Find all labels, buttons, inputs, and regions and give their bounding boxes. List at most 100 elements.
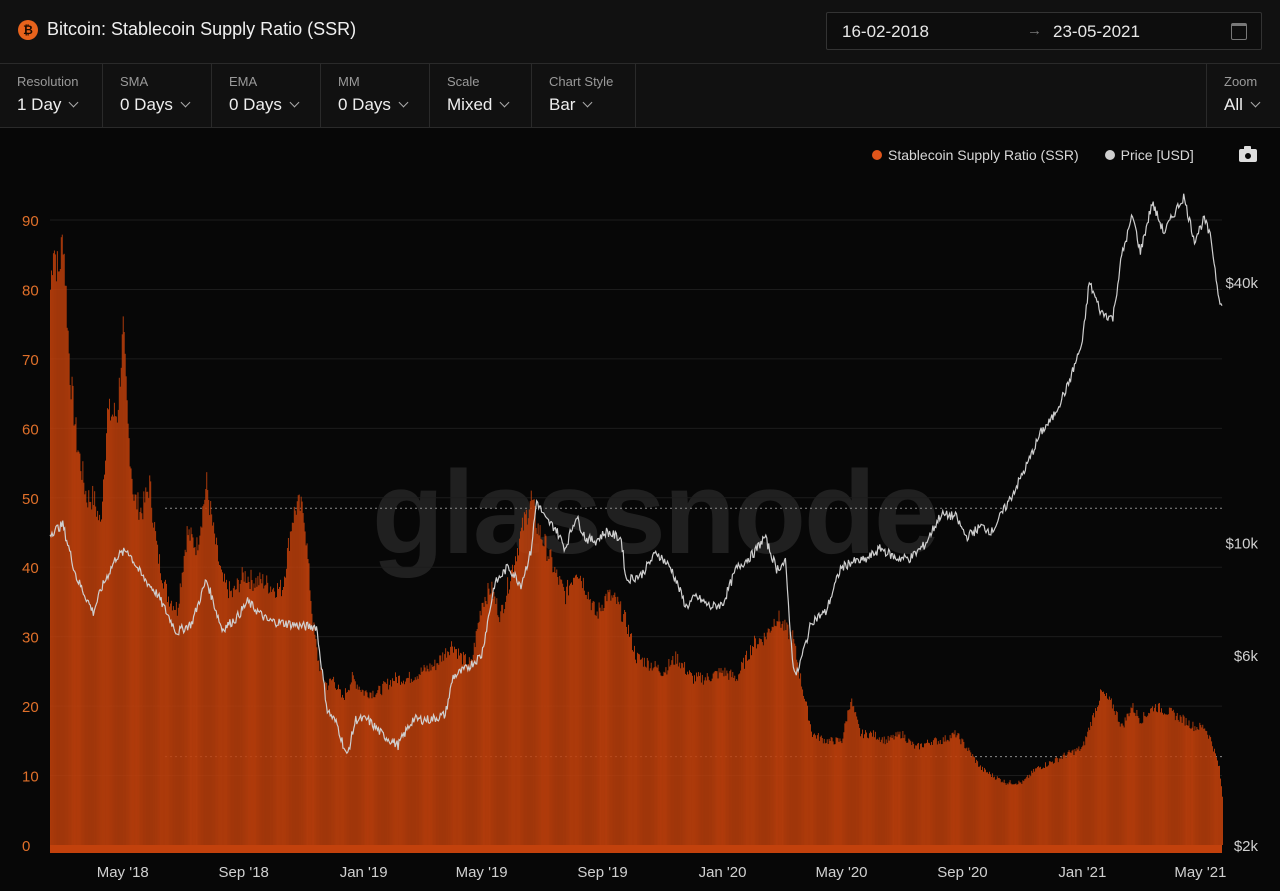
ssr-bar: [502, 604, 504, 845]
ssr-bar: [558, 584, 560, 845]
date-from-input[interactable]: 16-02-2018: [842, 22, 929, 41]
ssr-bar: [216, 537, 218, 845]
ssr-bar: [1101, 690, 1102, 845]
resolution-dropdown[interactable]: Resolution 1 Day: [0, 64, 103, 127]
ssr-bar: [937, 741, 939, 845]
ssr-bar: [389, 684, 391, 845]
ssr-bar: [355, 688, 357, 845]
ssr-bar: [1027, 775, 1029, 845]
ssr-bar: [122, 316, 124, 845]
ssr-bar: [862, 729, 864, 845]
ssr-bar: [1000, 782, 1002, 845]
ssr-bar: [716, 671, 718, 845]
ssr-bar: [80, 471, 82, 845]
camera-icon[interactable]: [1239, 146, 1257, 162]
ssr-bar: [497, 615, 499, 845]
ssr-bar: [795, 645, 797, 845]
chart-style-dropdown[interactable]: Chart Style Bar: [532, 64, 636, 127]
ssr-bar: [646, 657, 648, 845]
scale-dropdown[interactable]: Scale Mixed: [430, 64, 532, 127]
ssr-bar: [598, 602, 600, 845]
ssr-bar: [399, 675, 400, 845]
resolution-value: 1 Day: [17, 95, 79, 115]
date-to-input[interactable]: 23-05-2021: [1053, 22, 1140, 41]
ssr-bar: [85, 490, 87, 845]
ssr-bar: [1135, 715, 1137, 845]
ssr-bar: [161, 580, 162, 845]
ssr-bar: [354, 681, 356, 845]
ema-dropdown[interactable]: EMA 0 Days: [212, 64, 321, 127]
ssr-bar: [1109, 699, 1111, 845]
ssr-bar: [693, 683, 694, 845]
ssr-bar: [793, 638, 795, 845]
ssr-bar: [708, 679, 710, 845]
ssr-bar: [386, 683, 388, 845]
ssr-bar: [500, 611, 502, 845]
ssr-bar: [826, 739, 828, 845]
ssr-bar: [729, 671, 731, 845]
ssr-bar: [69, 385, 71, 845]
ssr-bar: [1103, 691, 1104, 845]
ssr-bar: [519, 538, 520, 845]
ssr-bar: [129, 466, 131, 845]
ssr-bar: [894, 736, 896, 845]
ssr-bar: [1196, 726, 1198, 845]
ssr-bar: [878, 737, 880, 845]
mm-dropdown[interactable]: MM 0 Days: [321, 64, 430, 127]
calendar-icon[interactable]: [1231, 23, 1247, 40]
ssr-bar: [188, 529, 190, 845]
ssr-bar: [861, 733, 863, 845]
zoom-dropdown[interactable]: Zoom All: [1206, 64, 1280, 127]
ssr-bar: [1023, 781, 1025, 845]
ssr-bar: [997, 778, 999, 845]
ssr-bar: [261, 583, 263, 845]
ssr-bar: [1184, 725, 1186, 845]
ssr-bar: [392, 678, 394, 845]
ssr-bar: [800, 673, 802, 845]
ssr-bar: [923, 747, 924, 845]
ssr-bar: [225, 582, 226, 845]
ssr-bar: [112, 416, 114, 845]
ssr-bar: [253, 583, 255, 845]
ssr-bar: [874, 731, 876, 845]
ssr-bar: [1207, 734, 1209, 845]
ssr-bar: [630, 633, 631, 845]
ssr-bar: [150, 481, 152, 845]
ssr-bar: [453, 652, 454, 845]
date-range-picker[interactable]: 16-02-2018 → 23-05-2021: [826, 12, 1262, 50]
ssr-bar: [592, 601, 594, 845]
ssr-bar: [1105, 695, 1106, 845]
legend-item-price[interactable]: Price [USD]: [1104, 147, 1194, 163]
ssr-bar: [219, 564, 220, 845]
x-axis-tick-label: Sep '18: [218, 864, 268, 881]
ssr-bar: [644, 666, 646, 845]
ssr-bar: [655, 666, 657, 845]
ssr-bar: [127, 423, 129, 845]
ssr-bar: [534, 505, 536, 845]
ssr-bar: [660, 675, 662, 845]
ssr-bar: [1022, 780, 1024, 845]
legend-item-ssr[interactable]: Stablecoin Supply Ratio (SSR): [872, 147, 1079, 163]
ssr-bar: [133, 500, 135, 845]
sma-dropdown[interactable]: SMA 0 Days: [103, 64, 212, 127]
ssr-legend-dot: [872, 150, 882, 160]
ssr-bar: [185, 552, 187, 845]
ssr-bar: [440, 655, 442, 845]
ssr-bar: [239, 583, 241, 845]
ssr-bar: [608, 592, 610, 845]
ssr-bar: [691, 673, 692, 845]
ssr-bar: [1055, 756, 1057, 845]
ssr-bar: [803, 695, 805, 845]
ssr-bar: [684, 661, 686, 845]
ssr-bar: [906, 742, 908, 845]
ssr-bar: [542, 545, 544, 845]
ssr-bar: [214, 533, 216, 845]
ssr-bar: [173, 609, 175, 845]
ssr-bar: [209, 515, 211, 845]
ssr-bar: [406, 677, 408, 845]
ssr-bar: [856, 716, 858, 845]
ssr-bar: [785, 630, 787, 845]
ssr-bar: [1102, 691, 1103, 845]
left-axis-tick-label: 70: [22, 352, 39, 369]
ssr-bar: [476, 629, 478, 845]
